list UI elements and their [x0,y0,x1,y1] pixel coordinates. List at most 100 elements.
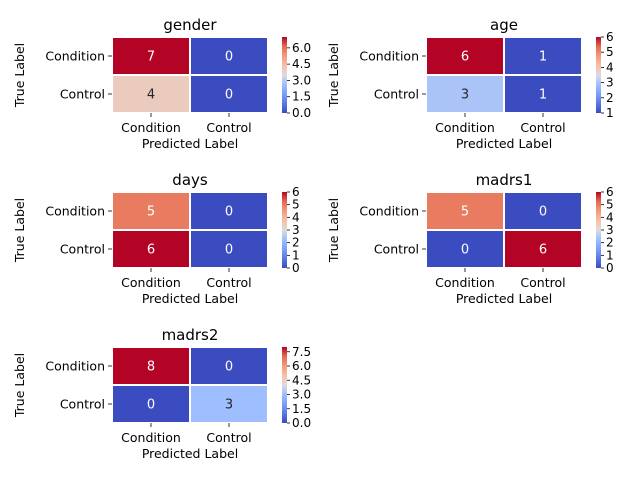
colorbar-tick-label: 0.0 [292,106,311,120]
y-tick-label: Condition [359,49,419,64]
x-tick-label: Condition [121,275,181,290]
cell-value-label: 0 [225,360,233,375]
cell-value-label: 0 [225,205,233,220]
colorbar-tick-label: 6.0 [292,359,311,373]
colorbar-tick-label: 6.0 [292,41,311,55]
colorbar-tick-label: 5 [606,198,614,212]
heatmap-cell [503,229,583,269]
heatmap-cell [189,346,269,386]
cell-value-label: 3 [225,398,233,413]
cell-value-label: 4 [147,88,155,103]
y-tick-label: Condition [359,204,419,219]
colorbar-tick-label: 5 [292,198,300,212]
colorbar-tick-label: 4 [606,210,614,224]
panel-title: days [172,171,208,189]
y-tick-label: Control [60,397,105,412]
colorbar [282,347,287,423]
colorbar-tick-label: 1 [606,248,614,262]
heatmap-cell [111,191,191,231]
colorbar-tick-label: 0 [292,261,300,275]
cell-value-label: 6 [461,50,469,65]
colorbar-tick-label: 0.0 [292,416,311,430]
cell-value-label: 3 [461,88,469,103]
cell-value-label: 0 [225,50,233,65]
x-axis-label: Predicted Label [142,446,238,461]
colorbar-tick-label: 6 [292,185,300,199]
heatmap-cell [189,229,269,269]
x-axis-label: Predicted Label [142,136,238,151]
heatmap-cell [189,384,269,424]
x-tick-label: Control [520,120,565,135]
panel-title: madrs1 [476,171,533,189]
colorbar-tick-label: 3 [606,223,614,237]
x-tick-label: Condition [435,275,495,290]
x-tick-label: Control [206,120,251,135]
panel-title: gender [163,16,217,34]
colorbar [596,37,601,113]
cell-value-label: 0 [225,243,233,258]
y-tick-label: Condition [45,49,105,64]
heatmap-panel-madrs2: madrs2 8 0 0 3 Condition Control Condition Contr… [12,326,311,461]
x-tick-label: Condition [435,120,495,135]
colorbar-tick-label: 2 [606,236,614,250]
x-axis-label: Predicted Label [456,136,552,151]
colorbar-tick-label: 7.5 [292,345,311,359]
cell-value-label: 0 [539,205,547,220]
x-tick-label: Control [520,275,565,290]
colorbar-tick-label: 6 [606,30,614,44]
heatmap-cell [189,191,269,231]
cell-value-label: 7 [147,50,155,65]
x-tick-label: Condition [121,430,181,445]
cell-value-label: 6 [147,243,155,258]
colorbar-tick-label: 1 [606,106,614,120]
colorbar [282,192,287,268]
heatmap-cell [425,191,505,231]
colorbar-tick-label: 3 [606,76,614,90]
colorbar-tick-label: 4.5 [292,373,311,387]
y-axis-label: True Label [12,353,27,418]
colorbar [282,37,287,113]
cell-value-label: 6 [539,243,547,258]
cell-value-label: 5 [461,205,469,220]
colorbar-tick-label: 5 [606,45,614,59]
colorbar-tick-label: 3.0 [292,73,311,87]
colorbar-tick-label: 1 [292,248,300,262]
colorbar [596,192,601,268]
colorbar-tick-label: 4 [606,60,614,74]
cell-value-label: 1 [539,50,547,65]
y-tick-label: Control [374,87,419,102]
heatmap-panel-days: days 5 0 6 0 Condition Control Condition Control… [12,171,300,306]
cell-value-label: 0 [147,398,155,413]
y-tick-label: Condition [45,204,105,219]
y-axis-label: True Label [326,43,341,108]
colorbar-tick-label: 3 [292,223,300,237]
colorbar-tick-label: 3.0 [292,388,311,402]
y-axis-label: True Label [12,198,27,263]
x-axis-label: Predicted Label [456,291,552,306]
y-axis-label: True Label [12,43,27,108]
x-tick-label: Control [206,430,251,445]
colorbar-tick-label: 4 [292,210,300,224]
y-tick-label: Control [374,242,419,257]
cell-value-label: 0 [461,243,469,258]
y-tick-label: Control [60,242,105,257]
heatmap-cell [425,74,505,114]
cell-value-label: 1 [539,88,547,103]
panel-title: age [490,16,518,34]
y-tick-label: Control [60,87,105,102]
cell-value-label: 8 [147,360,155,375]
heatmap-cell [189,74,269,114]
colorbar-tick-label: 1.5 [292,90,311,104]
heatmap-panel-gender: gender 7 0 4 0 Condition Control Condition Contr… [12,16,311,151]
y-axis-label: True Label [326,198,341,263]
cell-value-label: 0 [225,88,233,103]
heatmap-cell [503,74,583,114]
x-tick-label: Control [206,275,251,290]
colorbar-tick-label: 0 [606,261,614,275]
x-axis-label: Predicted Label [142,291,238,306]
cell-value-label: 5 [147,205,155,220]
x-tick-label: Condition [121,120,181,135]
colorbar-tick-label: 2 [606,91,614,105]
